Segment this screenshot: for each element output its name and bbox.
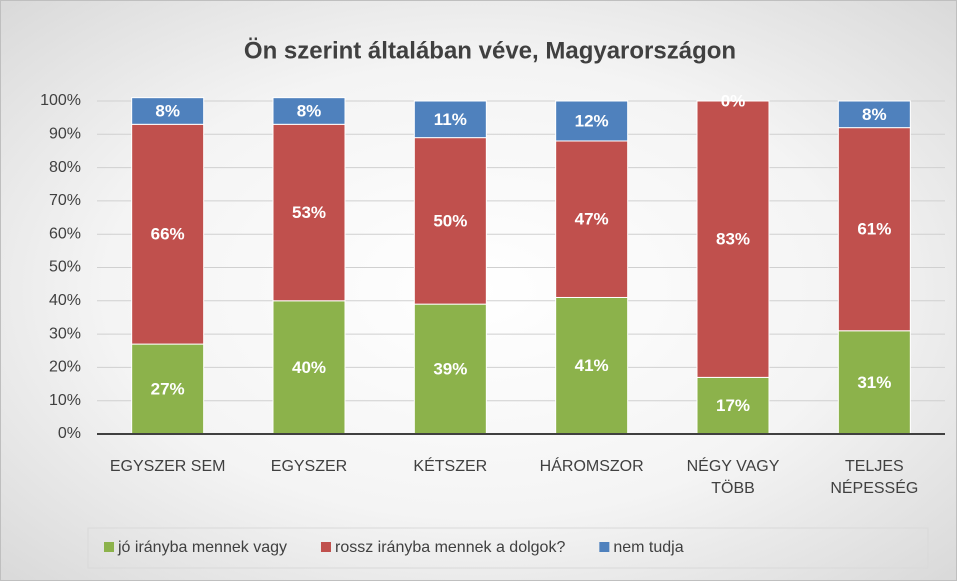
data-label: 27% (151, 380, 185, 399)
data-label: 47% (575, 210, 609, 229)
data-label: 8% (297, 101, 322, 120)
bar-segment (837, 100, 911, 129)
data-label: 17% (716, 396, 750, 415)
legend-swatch (320, 542, 331, 552)
bar-segment (272, 97, 346, 125)
legend-swatch (599, 542, 610, 552)
x-tick-label: KÉTSZER (413, 458, 488, 475)
y-tick-label: 80% (49, 159, 81, 176)
data-label: 66% (151, 225, 185, 244)
bar-segment (413, 303, 487, 435)
y-tick-label: 90% (49, 126, 81, 143)
x-tick-label: HÁROMSZOR (539, 458, 644, 475)
y-tick-label: 40% (49, 292, 81, 309)
bar-segment (413, 137, 487, 305)
bar-segment (131, 97, 205, 125)
bar-segment (555, 140, 629, 298)
y-tick-label: 30% (49, 325, 81, 342)
bar-segment (696, 100, 770, 378)
data-label: 31% (857, 373, 891, 392)
y-tick-label: 50% (49, 259, 81, 276)
legend-label: nem tudja (613, 539, 683, 556)
data-label: 53% (292, 203, 326, 222)
y-tick-label: 10% (49, 392, 81, 409)
x-tick-label: EGYSZER SEM (109, 458, 226, 475)
legend-box (87, 527, 929, 569)
x-tick-label: NÉGY VAGY TÖBB (686, 458, 780, 497)
data-label: 12% (575, 111, 609, 130)
data-label: 83% (716, 230, 750, 249)
data-label: 41% (575, 356, 609, 375)
data-label: 50% (433, 211, 467, 230)
x-tick-label: EGYSZER (270, 458, 348, 475)
data-label: 39% (433, 360, 467, 379)
bar-segment (555, 100, 629, 142)
data-label: 11% (434, 110, 467, 129)
data-label: 8% (862, 105, 887, 124)
bar-segment (272, 123, 346, 302)
bar-segment (272, 300, 346, 435)
bar-segment (413, 100, 487, 139)
data-label: 8% (155, 101, 180, 120)
bar-segment (131, 123, 205, 345)
y-tick-label: 20% (49, 359, 81, 376)
legend-label: rossz irányba mennek a dolgok? (335, 539, 565, 556)
data-label: 61% (857, 220, 891, 239)
data-label: 40% (292, 358, 326, 377)
y-tick-label: 70% (49, 192, 81, 209)
legend-label: jó irányba mennek vagy (117, 539, 287, 556)
data-label: 0% (721, 91, 746, 110)
y-tick-label: 60% (49, 225, 81, 242)
legend-swatch (104, 542, 114, 552)
x-tick-label: TELJES NÉPESSÉG (830, 458, 919, 497)
y-tick-label: 100% (40, 92, 81, 109)
chart-title: Ön szerint általában véve, Magyarországo… (244, 37, 736, 64)
y-tick-label: 0% (58, 425, 81, 442)
